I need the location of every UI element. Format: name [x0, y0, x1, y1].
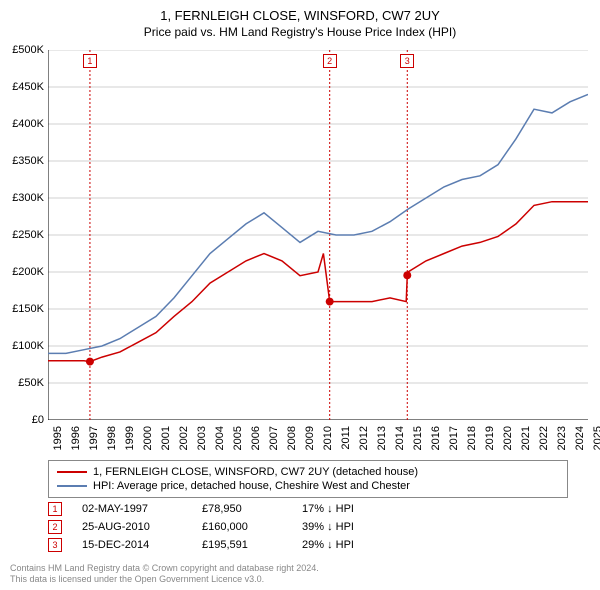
- y-tick-label: £400K: [12, 118, 44, 130]
- chart-subtitle: Price paid vs. HM Land Registry's House …: [0, 23, 600, 39]
- x-tick-label: 2019: [484, 426, 496, 450]
- chart-plot-area: 1 2 3: [48, 50, 588, 420]
- x-tick-label: 2018: [466, 426, 478, 450]
- sale-num: 3: [48, 538, 62, 552]
- x-tick-label: 2011: [340, 426, 352, 450]
- x-tick-label: 2010: [322, 426, 334, 450]
- sales-row: 3 15-DEC-2014 £195,591 29% ↓ HPI: [48, 536, 568, 554]
- footer-line2: This data is licensed under the Open Gov…: [10, 574, 319, 586]
- y-tick-label: £450K: [12, 81, 44, 93]
- x-tick-label: 2001: [160, 426, 172, 450]
- legend-label: 1, FERNLEIGH CLOSE, WINSFORD, CW7 2UY (d…: [93, 466, 418, 478]
- legend-item: HPI: Average price, detached house, Ches…: [57, 479, 559, 493]
- x-tick-label: 1999: [124, 426, 136, 450]
- footer-attribution: Contains HM Land Registry data © Crown c…: [10, 563, 319, 586]
- y-tick-label: £500K: [12, 44, 44, 56]
- x-tick-label: 2012: [358, 426, 370, 450]
- x-tick-label: 1995: [52, 426, 64, 450]
- chart-svg: [48, 50, 588, 420]
- sales-row: 2 25-AUG-2010 £160,000 39% ↓ HPI: [48, 518, 568, 536]
- x-tick-label: 2002: [178, 426, 190, 450]
- x-tick-label: 2014: [394, 426, 406, 450]
- x-tick-label: 2008: [286, 426, 298, 450]
- y-tick-label: £250K: [12, 229, 44, 241]
- legend-item: 1, FERNLEIGH CLOSE, WINSFORD, CW7 2UY (d…: [57, 465, 559, 479]
- sales-table: 1 02-MAY-1997 £78,950 17% ↓ HPI 2 25-AUG-2010…: [48, 500, 568, 554]
- x-tick-label: 2016: [430, 426, 442, 450]
- sale-num: 1: [48, 502, 62, 516]
- y-tick-label: £100K: [12, 340, 44, 352]
- sale-price: £195,591: [202, 539, 282, 551]
- footer-line1: Contains HM Land Registry data © Crown c…: [10, 563, 319, 575]
- sale-num: 2: [48, 520, 62, 534]
- y-tick-label: £300K: [12, 192, 44, 204]
- sale-date: 15-DEC-2014: [82, 539, 182, 551]
- sale-diff: 29% ↓ HPI: [302, 539, 402, 551]
- x-tick-label: 2023: [556, 426, 568, 450]
- y-tick-label: £200K: [12, 266, 44, 278]
- legend: 1, FERNLEIGH CLOSE, WINSFORD, CW7 2UY (d…: [48, 460, 568, 498]
- x-tick-label: 2003: [196, 426, 208, 450]
- x-tick-label: 2004: [214, 426, 226, 450]
- x-tick-label: 2024: [574, 426, 586, 450]
- sale-marker-2: 2: [323, 54, 337, 68]
- x-tick-label: 2021: [520, 426, 532, 450]
- sale-diff: 39% ↓ HPI: [302, 521, 402, 533]
- sale-price: £160,000: [202, 521, 282, 533]
- sales-row: 1 02-MAY-1997 £78,950 17% ↓ HPI: [48, 500, 568, 518]
- x-tick-label: 2007: [268, 426, 280, 450]
- x-tick-label: 1998: [106, 426, 118, 450]
- x-tick-label: 2005: [232, 426, 244, 450]
- x-tick-label: 2009: [304, 426, 316, 450]
- x-tick-label: 2020: [502, 426, 514, 450]
- y-axis: £0£50K£100K£150K£200K£250K£300K£350K£400…: [0, 50, 46, 420]
- y-tick-label: £50K: [18, 377, 44, 389]
- legend-swatch: [57, 471, 87, 473]
- sale-marker-1: 1: [83, 54, 97, 68]
- sale-diff: 17% ↓ HPI: [302, 503, 402, 515]
- y-tick-label: £0: [32, 414, 44, 426]
- sale-price: £78,950: [202, 503, 282, 515]
- x-tick-label: 2025: [592, 426, 600, 450]
- chart-title: 1, FERNLEIGH CLOSE, WINSFORD, CW7 2UY: [0, 0, 600, 23]
- x-tick-label: 2017: [448, 426, 460, 450]
- x-tick-label: 2015: [412, 426, 424, 450]
- x-axis: 1995 1996 1997 1998 1999 2000 2001 2002 2003 2004…: [48, 420, 588, 460]
- x-tick-label: 2000: [142, 426, 154, 450]
- legend-label: HPI: Average price, detached house, Ches…: [93, 480, 410, 492]
- x-tick-label: 1997: [88, 426, 100, 450]
- sale-date: 25-AUG-2010: [82, 521, 182, 533]
- x-tick-label: 1996: [70, 426, 82, 450]
- x-tick-label: 2022: [538, 426, 550, 450]
- legend-swatch: [57, 485, 87, 487]
- sale-date: 02-MAY-1997: [82, 503, 182, 515]
- x-tick-label: 2013: [376, 426, 388, 450]
- x-tick-label: 2006: [250, 426, 262, 450]
- y-tick-label: £150K: [12, 303, 44, 315]
- y-tick-label: £350K: [12, 155, 44, 167]
- sale-marker-3: 3: [400, 54, 414, 68]
